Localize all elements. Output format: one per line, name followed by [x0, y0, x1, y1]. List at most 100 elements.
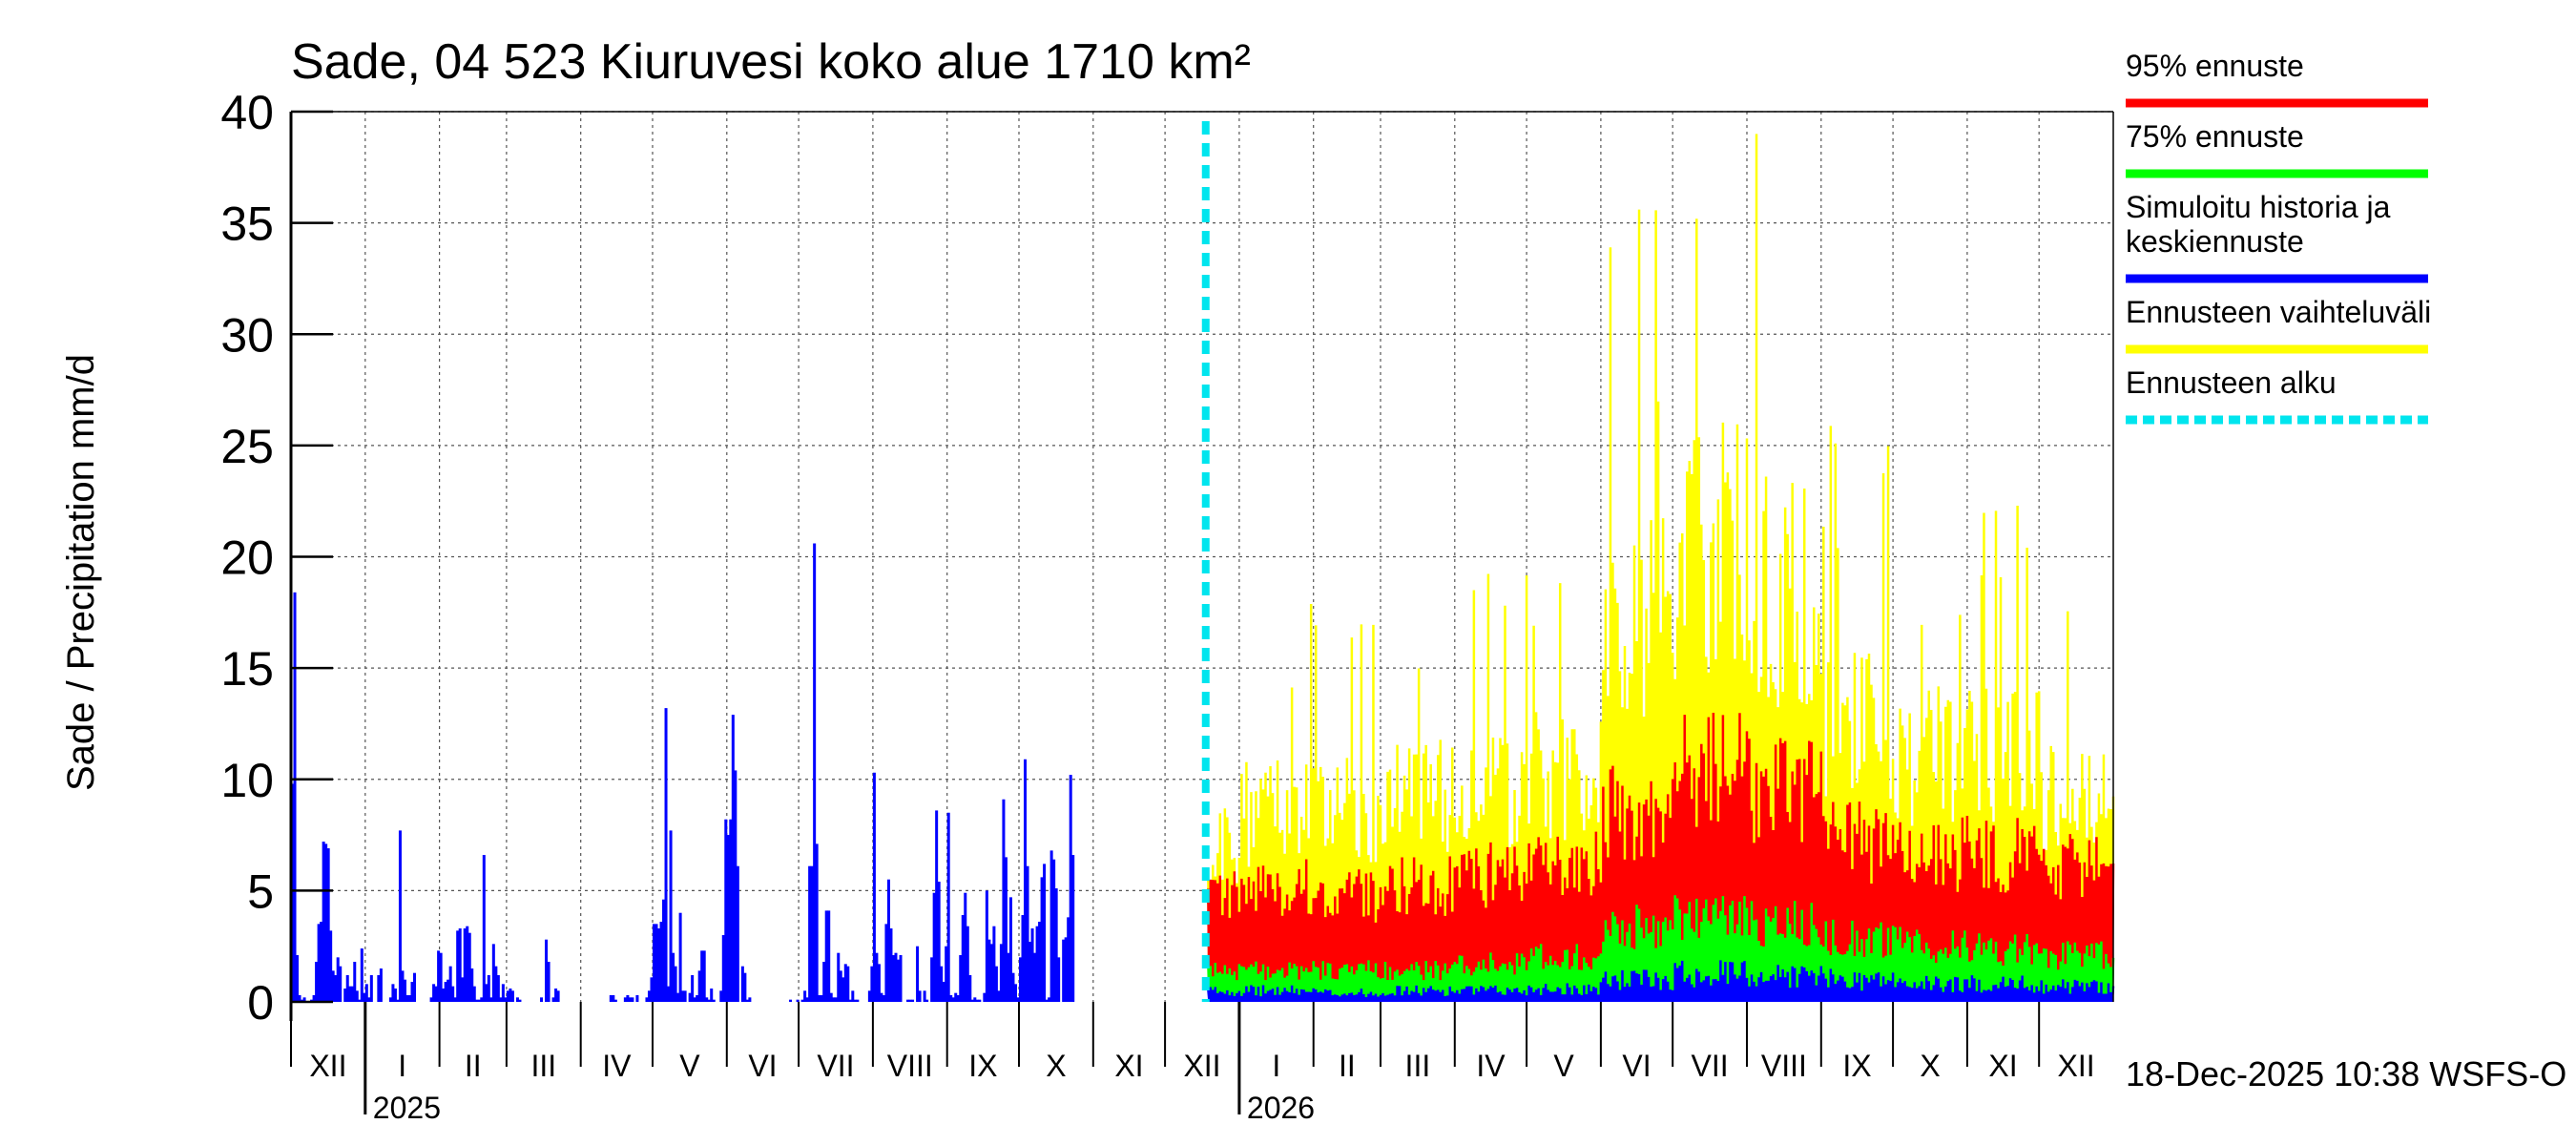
history-bar — [1011, 972, 1015, 1002]
legend-label: Simuloitu historia ja — [2126, 190, 2391, 224]
history-bar — [697, 970, 701, 1002]
history-bar — [829, 992, 833, 1002]
history-bar — [324, 843, 328, 1002]
history-bar — [1045, 999, 1049, 1002]
history-bar — [355, 990, 359, 1002]
history-bar — [853, 999, 857, 1002]
history-bar — [345, 975, 349, 1002]
history-bar — [978, 999, 982, 1002]
history-bar — [645, 997, 649, 1002]
history-bar — [880, 992, 883, 1002]
history-bar — [501, 984, 505, 1002]
history-bar — [545, 939, 549, 1002]
history-bar — [820, 995, 823, 1002]
history-bar — [489, 997, 493, 1002]
history-bar — [805, 997, 809, 1002]
history-bar — [992, 926, 996, 1002]
history-bar — [353, 962, 357, 1002]
history-bar — [635, 995, 639, 1002]
history-bar — [613, 999, 617, 1002]
history-bar — [918, 990, 922, 1002]
history-bar — [877, 964, 881, 1002]
history-bar — [856, 999, 860, 1002]
history-bar — [442, 989, 446, 1002]
history-bar — [652, 924, 655, 1002]
x-tick-label: IX — [968, 1049, 997, 1083]
history-bar — [1064, 937, 1068, 1002]
history-bar — [467, 932, 471, 1002]
history-bar — [510, 990, 514, 1002]
history-bar — [712, 999, 716, 1002]
history-bar — [832, 997, 836, 1002]
x-tick-label: X — [1046, 1049, 1066, 1083]
history-bar — [388, 997, 392, 1002]
chart-title: Sade, 04 523 Kiuruvesi koko alue 1710 km… — [291, 34, 1251, 90]
history-bar — [851, 990, 855, 1002]
history-bar — [302, 997, 306, 1002]
history-bar — [983, 992, 987, 1002]
history-bar — [676, 992, 680, 1002]
x-tick-label: XII — [2058, 1049, 2095, 1083]
history-bar — [932, 892, 936, 1002]
history-bar — [683, 990, 687, 1002]
history-bar — [940, 966, 944, 1002]
y-tick-label: 25 — [220, 420, 274, 473]
history-bar — [740, 966, 744, 1002]
history-bar — [839, 970, 842, 1002]
history-bar — [973, 997, 977, 1002]
y-tick-label: 40 — [220, 86, 274, 139]
legend: 95% ennuste 75% ennuste Simuloitu historia… — [2126, 49, 2431, 425]
history-bar — [925, 999, 929, 1002]
history-bar — [872, 772, 876, 1002]
x-tick-label: VI — [1622, 1049, 1651, 1083]
history-bar — [448, 966, 452, 1002]
x-tick-label: IV — [602, 1049, 632, 1083]
history-bar — [1067, 917, 1070, 1002]
history-bar — [724, 819, 728, 1002]
history-bar — [1040, 877, 1044, 1002]
x-tick-label: IX — [1842, 1049, 1871, 1083]
y-tick-label: 5 — [247, 864, 274, 918]
history-bar — [681, 990, 685, 1002]
history-bar — [954, 992, 958, 1002]
history-bar — [396, 999, 400, 1002]
history-bar — [803, 990, 807, 1002]
history-bar — [886, 879, 890, 1002]
history-bar — [843, 964, 847, 1002]
history-bar — [444, 982, 447, 1002]
history-bar — [554, 989, 558, 1002]
history-bar — [908, 999, 912, 1002]
history-bar — [693, 997, 696, 1002]
history-bar — [818, 995, 821, 1002]
year-label: 2026 — [1247, 1091, 1315, 1125]
history-bar — [491, 944, 495, 1002]
y-tick-label: 15 — [220, 642, 274, 696]
x-tick-label: XII — [309, 1049, 346, 1083]
history-bar — [551, 997, 555, 1002]
history-bar — [800, 999, 804, 1002]
x-tick-label: I — [1272, 1049, 1280, 1083]
history-bar — [358, 999, 362, 1002]
forecast-band-range_max — [1207, 134, 2115, 1002]
history-bar — [1035, 926, 1039, 1002]
history-bar — [719, 990, 723, 1002]
history-bar — [837, 952, 841, 1002]
x-tick-label: VIII — [887, 1049, 933, 1083]
history-bar — [609, 995, 613, 1002]
history-bar — [470, 968, 474, 1002]
y-tick-label: 35 — [220, 198, 274, 251]
x-tick-label: V — [1553, 1049, 1574, 1083]
history-bar — [447, 979, 450, 1002]
history-bar — [710, 989, 714, 1002]
x-tick-label: IV — [1476, 1049, 1506, 1083]
history-bar — [364, 984, 368, 1002]
history-bar — [884, 924, 888, 1002]
history-bar — [1002, 799, 1006, 1002]
history-bar — [999, 944, 1003, 1002]
history-bar — [664, 708, 668, 1002]
x-tick-label: XII — [1183, 1049, 1220, 1083]
history-bar — [1054, 888, 1058, 1002]
history-bar — [336, 957, 340, 1002]
history-bar — [748, 997, 752, 1002]
history-bar — [985, 890, 988, 1002]
